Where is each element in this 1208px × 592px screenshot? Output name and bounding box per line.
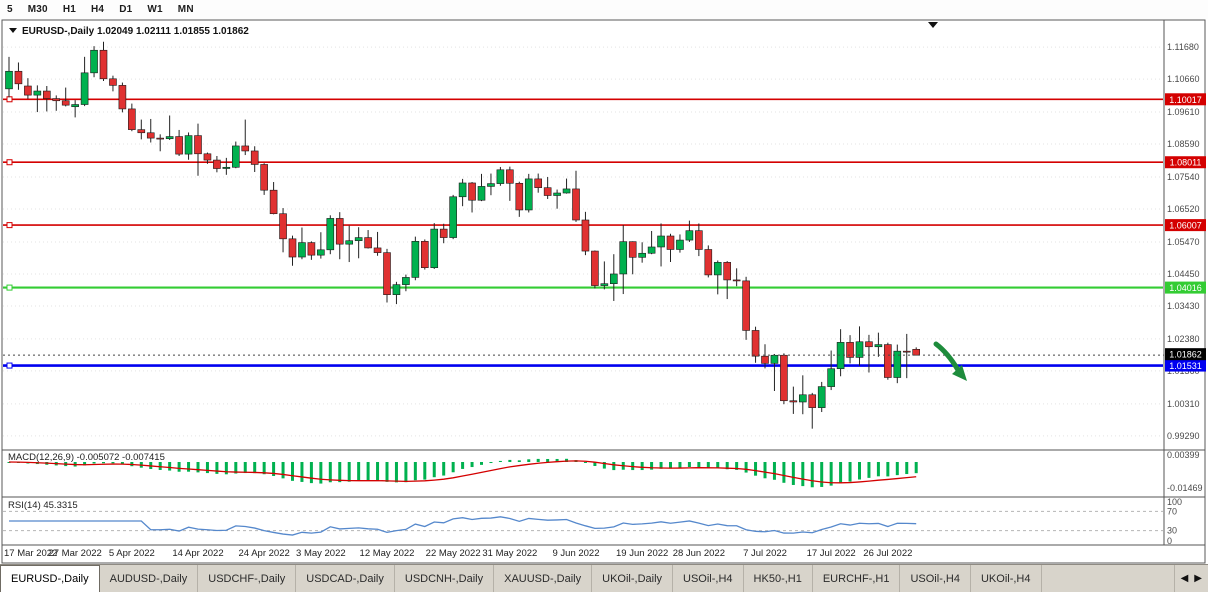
rsi-axis-tick: 0 (1167, 536, 1172, 546)
line-handle[interactable] (6, 159, 13, 166)
tab-usoil-h4-7[interactable]: USOil-,H4 (673, 565, 744, 592)
price-axis-tick: 1.00310 (1167, 399, 1200, 409)
timeframe-button-m30[interactable]: M30 (27, 4, 48, 15)
rsi-label: RSI(14) 45.3315 (8, 500, 78, 511)
rsi-axis-tick: 100 (1167, 497, 1182, 507)
price-axis-tick: 1.06520 (1167, 204, 1200, 214)
price-badge-1.01531: 1.01531 (1165, 359, 1206, 372)
price-axis[interactable]: 1.11680 1.10660 1.09610 1.08590 1.07540 1.065… (1163, 20, 1206, 545)
resistance-line-2[interactable] (3, 159, 1163, 166)
price-axis-tick: 1.03430 (1167, 301, 1200, 311)
bid-level-line[interactable] (3, 362, 1163, 369)
tab-xauusd-daily-5[interactable]: XAUUSD-,Daily (494, 565, 593, 592)
macd-axis-tick: 0.00399 (1167, 450, 1200, 460)
symbol-tabbar: EURUSD-,Daily AUDUSD-,Daily USDCHF-,Daily U… (0, 564, 1208, 592)
svg-text:1.08011: 1.08011 (1170, 158, 1202, 168)
date-axis-tick: 17 Mar 2022 (4, 548, 57, 559)
date-axis-tick: 12 May 2022 (360, 548, 415, 559)
tab-ukoil-h4-11[interactable]: UKOil-,H4 (970, 565, 1042, 592)
svg-text:1.01531: 1.01531 (1169, 361, 1202, 371)
tab-scroll-right-icon[interactable]: ▶ (1194, 572, 1202, 584)
tab-audusd-daily-1[interactable]: AUDUSD-,Daily (99, 565, 199, 592)
chart-shift-marker-icon[interactable] (928, 22, 938, 28)
timeframe-button-5[interactable]: 5 (7, 4, 13, 15)
date-axis-tick: 5 Apr 2022 (109, 548, 155, 559)
support-line[interactable] (3, 284, 1163, 291)
price-badge-1.06007: 1.06007 (1165, 219, 1206, 232)
tab-usoil-h4-10[interactable]: USOil-,H4 (900, 565, 971, 592)
macd-label: MACD(12,26,9) -0.005072 -0.007415 (8, 452, 165, 463)
date-axis-tick: 28 Jun 2022 (673, 548, 725, 559)
chart-frame (1, 19, 1206, 564)
price-axis-tick: 1.10660 (1167, 74, 1200, 84)
price-chart[interactable]: EURUSD-,Daily 1.02049 1.02111 1.01855 1.… (0, 19, 1208, 564)
price-axis-tick: 1.11680 (1167, 42, 1199, 52)
tab-usdcad-daily-3[interactable]: USDCAD-,Daily (296, 565, 395, 592)
line-handle[interactable] (6, 362, 13, 369)
current-price-badge: 1.01862 (1165, 348, 1206, 361)
tab-ukoil-daily-6[interactable]: UKOil-,Daily (592, 565, 674, 592)
timeframe-button-mn[interactable]: MN (177, 4, 194, 15)
date-axis-tick: 31 May 2022 (482, 548, 537, 559)
price-axis-tick: 1.08590 (1167, 139, 1200, 149)
price-axis-tick: 1.02380 (1167, 334, 1200, 344)
svg-text:1.06007: 1.06007 (1169, 221, 1202, 231)
rsi-axis-tick: 30 (1167, 526, 1177, 536)
price-axis-tick: 0.99290 (1167, 431, 1200, 441)
date-axis-tick: 7 Jul 2022 (743, 548, 787, 559)
price-axis-tick: 1.05470 (1167, 237, 1200, 247)
price-badge-1.10017: 1.10017 (1165, 93, 1206, 106)
rsi-axis-tick: 70 (1167, 506, 1177, 516)
date-axis-tick: 27 Mar 2022 (48, 548, 101, 559)
macd-panel: MACD(12,26,9) -0.005072 -0.007415 0.00399… (7, 450, 1203, 493)
date-axis-tick: 17 Jul 2022 (807, 548, 856, 559)
chart-ohlc-header: EURUSD-,Daily 1.02049 1.02111 1.01855 1.… (22, 26, 249, 37)
date-axis-tick: 14 Apr 2022 (172, 548, 223, 559)
svg-text:1.10017: 1.10017 (1169, 95, 1202, 105)
price-badge-1.04016: 1.04016 (1165, 281, 1206, 294)
macd-axis-tick: -0.01469 (1167, 483, 1203, 493)
chart-dropdown-triangle-icon[interactable] (9, 28, 17, 33)
timeframe-button-d1[interactable]: D1 (119, 4, 133, 15)
price-badge-1.08011: 1.08011 (1165, 156, 1206, 169)
date-axis-tick: 3 May 2022 (296, 548, 346, 559)
svg-text:1.01862: 1.01862 (1169, 350, 1202, 360)
date-axis-tick: 26 Jul 2022 (863, 548, 912, 559)
macd-signal-line (8, 460, 917, 484)
tab-scroll-controls: ◀ ▶ (1173, 565, 1208, 592)
line-handle[interactable] (6, 222, 13, 229)
rsi-line (9, 516, 917, 536)
tab-hk50-h1-8[interactable]: HK50-,H1 (743, 565, 813, 592)
symbol-tabs: EURUSD-,Daily AUDUSD-,Daily USDCHF-,Daily U… (0, 565, 1174, 592)
price-axis-tick: 1.04450 (1167, 269, 1200, 279)
price-axis-tick: 1.07540 (1167, 172, 1200, 182)
line-handle[interactable] (6, 96, 13, 103)
timeframe-button-w1[interactable]: W1 (147, 4, 163, 15)
timeframe-button-h4[interactable]: H4 (91, 4, 105, 15)
date-axis-tick: 19 Jun 2022 (616, 548, 668, 559)
timeframe-toolbar: 5 M30 H1 H4 D1 W1 MN (0, 0, 1208, 19)
date-axis-tick: 24 Apr 2022 (239, 548, 290, 559)
tab-usdchf-daily-2[interactable]: USDCHF-,Daily (198, 565, 297, 592)
tab-usdcnh-daily-4[interactable]: USDCNH-,Daily (394, 565, 495, 592)
trend-arrow-annotation[interactable] (933, 341, 967, 381)
tab-eurusd-daily-0[interactable]: EURUSD-,Daily (0, 565, 100, 592)
price-axis-tick: 1.09610 (1167, 107, 1200, 117)
date-axis-tick: 22 May 2022 (426, 548, 481, 559)
date-axis-tick: 9 Jun 2022 (552, 548, 599, 559)
candlesticks (5, 41, 921, 429)
svg-text:1.04016: 1.04016 (1169, 283, 1202, 293)
line-handle[interactable] (6, 284, 13, 291)
tab-scroll-left-icon[interactable]: ◀ (1180, 572, 1189, 584)
tab-eurchf-h1-9[interactable]: EURCHF-,H1 (812, 565, 901, 592)
timeframe-button-h1[interactable]: H1 (62, 4, 77, 15)
